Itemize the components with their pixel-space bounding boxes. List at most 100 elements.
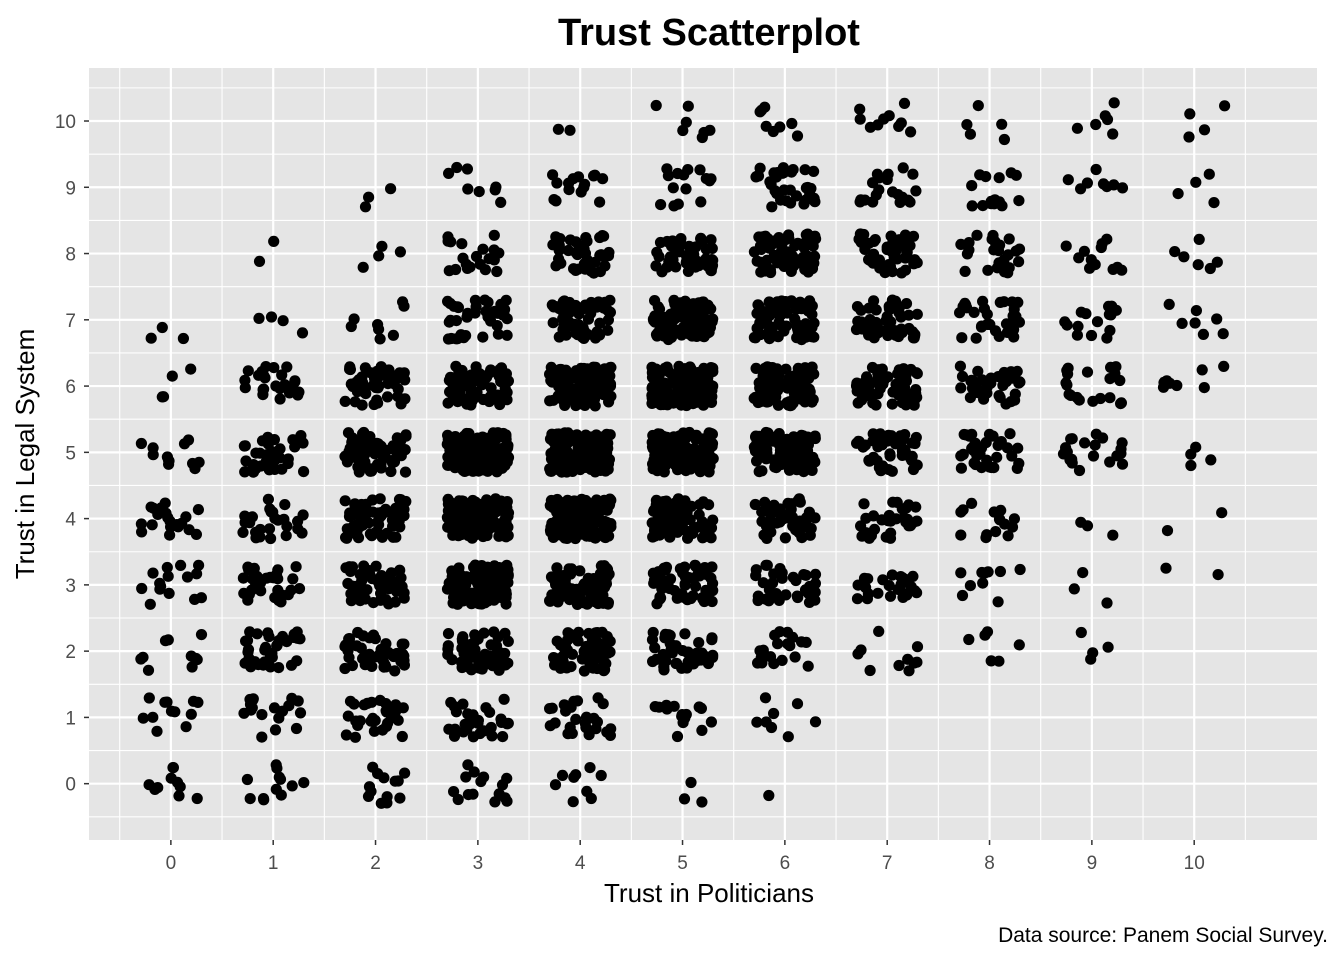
data-point <box>1010 245 1022 257</box>
data-point <box>653 251 665 263</box>
data-point <box>909 254 921 266</box>
y-tick-label: 4 <box>65 510 76 531</box>
y-tick-label: 0 <box>65 775 76 796</box>
data-point <box>804 321 816 333</box>
data-point <box>253 255 266 267</box>
data-point <box>457 252 469 264</box>
data-point <box>587 662 599 674</box>
data-point <box>371 437 383 449</box>
chart-title: Trust Scatterplot <box>558 12 860 54</box>
data-point <box>475 775 487 788</box>
y-tick-label: 1 <box>65 708 76 729</box>
data-point <box>647 626 659 639</box>
data-point <box>883 580 895 592</box>
data-point <box>604 294 616 306</box>
data-point <box>180 721 192 733</box>
data-point <box>580 232 592 244</box>
data-point <box>802 660 814 672</box>
data-point <box>272 514 284 526</box>
data-point <box>1172 188 1184 200</box>
data-point <box>381 797 393 809</box>
data-point <box>596 250 608 262</box>
y-tick-label: 3 <box>65 576 76 597</box>
data-point <box>705 265 717 277</box>
data-point <box>1116 182 1129 194</box>
data-point <box>682 100 694 112</box>
data-point <box>556 450 569 462</box>
x-tick-label: 3 <box>473 853 484 874</box>
data-point <box>1196 364 1208 376</box>
data-point <box>650 499 662 511</box>
data-point <box>456 633 468 645</box>
data-point <box>385 465 397 478</box>
data-point <box>1068 583 1080 595</box>
data-point <box>1001 442 1014 454</box>
x-axis-title: Trust in Politicians <box>604 878 814 908</box>
data-point <box>273 662 285 674</box>
data-point <box>594 317 606 329</box>
data-point <box>397 296 409 308</box>
data-point <box>759 650 771 662</box>
data-point <box>588 170 600 182</box>
data-point <box>864 314 876 326</box>
data-point <box>804 529 816 541</box>
data-point <box>357 261 369 273</box>
data-point <box>161 561 173 574</box>
data-point <box>699 531 711 543</box>
data-point <box>1203 168 1215 180</box>
data-point <box>961 119 973 131</box>
data-point <box>241 773 253 786</box>
data-point <box>579 399 591 411</box>
data-point <box>159 497 171 509</box>
data-point <box>672 443 685 455</box>
data-point <box>955 567 967 579</box>
x-tick-label: 1 <box>268 853 279 874</box>
data-point <box>154 583 166 595</box>
data-point <box>1198 124 1211 136</box>
data-point <box>242 365 254 377</box>
data-point <box>792 591 804 604</box>
data-point <box>283 387 296 399</box>
data-point <box>1002 530 1014 542</box>
data-point <box>992 371 1004 383</box>
data-point <box>774 121 786 133</box>
data-point <box>805 234 818 246</box>
data-point <box>162 634 174 646</box>
data-point <box>265 532 277 545</box>
y-axis: 0 1 2 3 4 5 6 7 8 9 10 <box>55 112 89 796</box>
data-point <box>900 502 912 514</box>
data-point <box>450 315 462 327</box>
data-point <box>992 596 1004 608</box>
data-point <box>274 443 286 455</box>
data-point <box>467 731 479 743</box>
data-point <box>705 234 717 246</box>
data-point <box>899 445 911 458</box>
data-point <box>460 330 472 342</box>
data-point <box>296 327 309 339</box>
data-point <box>271 640 283 652</box>
data-point <box>568 394 580 406</box>
data-point <box>152 782 164 794</box>
data-point <box>690 429 702 442</box>
data-point <box>573 591 585 603</box>
data-point <box>495 566 507 578</box>
x-tick-label: 8 <box>984 853 995 874</box>
data-point <box>976 566 988 579</box>
data-point <box>1111 450 1123 462</box>
data-point <box>339 662 351 675</box>
data-point <box>265 311 278 323</box>
data-point <box>237 526 249 539</box>
data-point <box>800 364 812 376</box>
data-point <box>773 376 785 388</box>
data-point <box>547 317 559 329</box>
data-point <box>452 598 464 610</box>
data-point <box>270 759 282 771</box>
data-point <box>501 329 513 341</box>
data-point <box>293 386 305 398</box>
data-point <box>786 511 798 523</box>
data-point <box>988 244 1000 256</box>
data-point <box>464 639 476 651</box>
data-point <box>678 793 691 805</box>
data-point <box>264 503 276 515</box>
data-point <box>290 561 302 573</box>
